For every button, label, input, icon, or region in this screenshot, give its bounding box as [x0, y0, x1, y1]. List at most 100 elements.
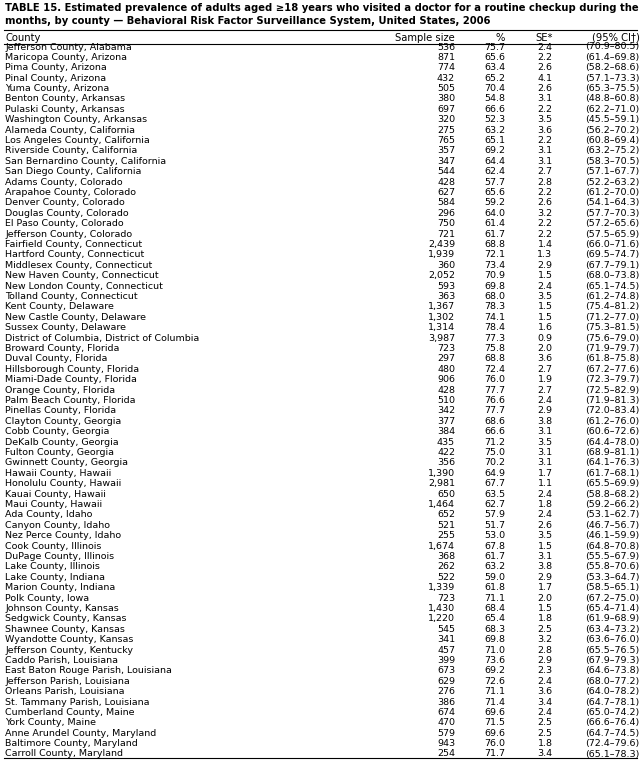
- Text: 435: 435: [437, 438, 455, 447]
- Text: 3.4: 3.4: [537, 698, 553, 706]
- Text: Cumberland County, Maine: Cumberland County, Maine: [5, 708, 135, 717]
- Text: (61.2–76.0): (61.2–76.0): [585, 417, 640, 426]
- Text: (65.1–78.3): (65.1–78.3): [585, 750, 640, 759]
- Text: 276: 276: [437, 687, 455, 696]
- Text: St. Tammany Parish, Louisiana: St. Tammany Parish, Louisiana: [5, 698, 149, 706]
- Text: 3.2: 3.2: [537, 635, 553, 644]
- Text: (68.0–77.2): (68.0–77.2): [585, 677, 640, 686]
- Text: 428: 428: [437, 177, 455, 186]
- Text: Sedgwick County, Kansas: Sedgwick County, Kansas: [5, 614, 127, 623]
- Text: 2.9: 2.9: [538, 656, 553, 665]
- Text: 3.1: 3.1: [537, 552, 553, 561]
- Text: 77.3: 77.3: [484, 333, 505, 342]
- Text: (68.9–81.1): (68.9–81.1): [585, 448, 640, 457]
- Text: Tolland County, Connecticut: Tolland County, Connecticut: [5, 292, 138, 301]
- Text: (64.6–73.8): (64.6–73.8): [585, 667, 640, 675]
- Text: 76.6: 76.6: [484, 396, 505, 405]
- Text: (75.4–81.2): (75.4–81.2): [585, 302, 640, 311]
- Text: Lake County, Indiana: Lake County, Indiana: [5, 573, 105, 581]
- Text: (65.3–75.5): (65.3–75.5): [585, 84, 640, 93]
- Text: 3.1: 3.1: [537, 427, 553, 436]
- Text: 627: 627: [437, 188, 455, 197]
- Text: 4.1: 4.1: [538, 74, 553, 83]
- Text: 78.3: 78.3: [484, 302, 505, 311]
- Text: (53.3–64.7): (53.3–64.7): [585, 573, 640, 581]
- Text: 65.4: 65.4: [484, 614, 505, 623]
- Text: 1.3: 1.3: [537, 250, 553, 260]
- Text: 64.4: 64.4: [484, 157, 505, 166]
- Text: 68.3: 68.3: [484, 625, 505, 634]
- Text: 3.6: 3.6: [537, 355, 553, 364]
- Text: 2,052: 2,052: [428, 271, 455, 280]
- Text: 59.0: 59.0: [484, 573, 505, 581]
- Text: 652: 652: [437, 511, 455, 519]
- Text: 2.9: 2.9: [538, 573, 553, 581]
- Text: Nez Perce County, Idaho: Nez Perce County, Idaho: [5, 531, 121, 540]
- Text: Alameda County, California: Alameda County, California: [5, 126, 135, 135]
- Text: 1,464: 1,464: [428, 500, 455, 509]
- Text: 674: 674: [437, 708, 455, 717]
- Text: 3.6: 3.6: [537, 126, 553, 135]
- Text: 432: 432: [437, 74, 455, 83]
- Text: 77.7: 77.7: [484, 386, 505, 395]
- Text: 69.2: 69.2: [484, 667, 505, 675]
- Text: 73.6: 73.6: [484, 656, 505, 665]
- Text: (72.5–82.9): (72.5–82.9): [585, 386, 640, 395]
- Text: 254: 254: [437, 750, 455, 759]
- Text: 906: 906: [437, 375, 455, 384]
- Text: 593: 593: [437, 282, 455, 291]
- Text: (52.2–63.2): (52.2–63.2): [585, 177, 640, 186]
- Text: (65.5–76.5): (65.5–76.5): [585, 645, 640, 654]
- Text: San Bernardino County, California: San Bernardino County, California: [5, 157, 166, 166]
- Text: 544: 544: [437, 167, 455, 177]
- Text: 721: 721: [437, 230, 455, 239]
- Text: Benton County, Arkansas: Benton County, Arkansas: [5, 94, 125, 103]
- Text: (62.2–71.0): (62.2–71.0): [585, 105, 640, 114]
- Text: Los Angeles County, California: Los Angeles County, California: [5, 136, 150, 145]
- Text: 521: 521: [437, 521, 455, 530]
- Text: 386: 386: [437, 698, 455, 706]
- Text: 3.8: 3.8: [537, 562, 553, 572]
- Text: 72.4: 72.4: [484, 365, 505, 374]
- Text: Shawnee County, Kansas: Shawnee County, Kansas: [5, 625, 125, 634]
- Text: 2.0: 2.0: [538, 594, 553, 603]
- Text: 65.1: 65.1: [484, 136, 505, 145]
- Text: 75.8: 75.8: [484, 344, 505, 353]
- Text: (57.2–65.6): (57.2–65.6): [585, 219, 640, 228]
- Text: (64.0–78.2): (64.0–78.2): [585, 687, 640, 696]
- Text: 510: 510: [437, 396, 455, 405]
- Text: 67.8: 67.8: [484, 542, 505, 550]
- Text: 3.1: 3.1: [537, 94, 553, 103]
- Text: 1.5: 1.5: [538, 604, 553, 613]
- Text: (65.0–74.2): (65.0–74.2): [585, 708, 640, 717]
- Text: 68.8: 68.8: [484, 240, 505, 249]
- Text: Caddo Parish, Louisiana: Caddo Parish, Louisiana: [5, 656, 118, 665]
- Text: Duval County, Florida: Duval County, Florida: [5, 355, 108, 364]
- Text: 68.0: 68.0: [484, 292, 505, 301]
- Text: 57.7: 57.7: [484, 177, 505, 186]
- Text: 54.8: 54.8: [484, 94, 505, 103]
- Text: 75.7: 75.7: [484, 43, 505, 52]
- Text: 380: 380: [437, 94, 455, 103]
- Text: (63.4–73.2): (63.4–73.2): [585, 625, 640, 634]
- Text: 68.8: 68.8: [484, 355, 505, 364]
- Text: 428: 428: [437, 386, 455, 395]
- Text: Gwinnett County, Georgia: Gwinnett County, Georgia: [5, 458, 128, 467]
- Text: Pinellas County, Florida: Pinellas County, Florida: [5, 406, 116, 416]
- Text: Kent County, Delaware: Kent County, Delaware: [5, 302, 114, 311]
- Text: East Baton Rouge Parish, Louisiana: East Baton Rouge Parish, Louisiana: [5, 667, 172, 675]
- Text: 2.4: 2.4: [538, 511, 553, 519]
- Text: 2.9: 2.9: [538, 261, 553, 270]
- Text: 723: 723: [437, 344, 455, 353]
- Text: 1.8: 1.8: [538, 500, 553, 509]
- Text: Maricopa County, Arizona: Maricopa County, Arizona: [5, 53, 127, 62]
- Text: 2.0: 2.0: [538, 344, 553, 353]
- Text: 78.4: 78.4: [484, 323, 505, 333]
- Text: (65.5–69.9): (65.5–69.9): [585, 479, 640, 488]
- Text: (61.2–74.8): (61.2–74.8): [585, 292, 640, 301]
- Text: Maui County, Hawaii: Maui County, Hawaii: [5, 500, 103, 509]
- Text: New Castle County, Delaware: New Castle County, Delaware: [5, 313, 146, 322]
- Text: (64.7–78.1): (64.7–78.1): [585, 698, 640, 706]
- Text: 71.2: 71.2: [484, 438, 505, 447]
- Text: 1.6: 1.6: [538, 323, 553, 333]
